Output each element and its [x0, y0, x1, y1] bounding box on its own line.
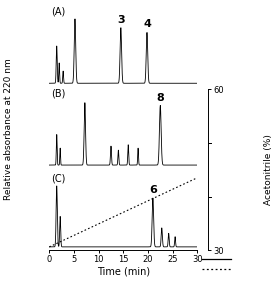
- Text: (B): (B): [51, 89, 65, 99]
- Text: 6: 6: [149, 185, 157, 195]
- Text: 8: 8: [156, 93, 164, 103]
- Text: 4: 4: [143, 19, 151, 29]
- Text: (A): (A): [51, 7, 65, 17]
- X-axis label: Time (min): Time (min): [97, 267, 150, 277]
- Text: Relative absorbance at 220 nm: Relative absorbance at 220 nm: [4, 58, 13, 200]
- Text: (C): (C): [51, 174, 65, 184]
- Text: 3: 3: [117, 15, 125, 25]
- Text: Acetonitrile (%): Acetonitrile (%): [264, 134, 273, 205]
